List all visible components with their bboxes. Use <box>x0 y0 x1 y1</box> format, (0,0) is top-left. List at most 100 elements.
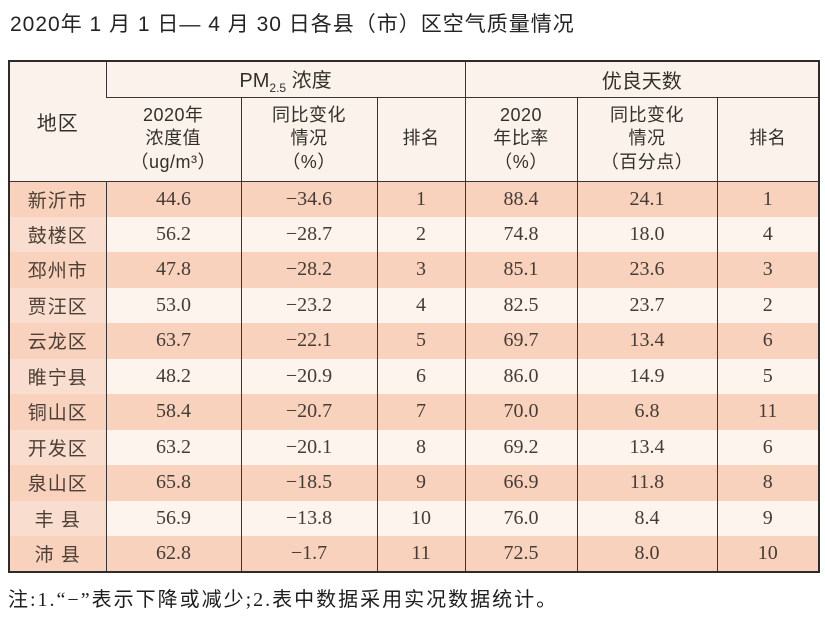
good-change-cell: 23.7 <box>576 287 718 323</box>
pm-value-cell: 58.4 <box>105 394 241 430</box>
table-row: 贾汪区 53.0 −23.2 4 82.5 23.7 2 <box>9 287 820 323</box>
header-pm-change: 同比变化 情况 （%） <box>240 97 377 182</box>
region-cell: 贾汪区 <box>9 287 106 323</box>
region-cell: 邳州市 <box>9 252 106 288</box>
pm-rank-cell: 5 <box>376 323 466 359</box>
good-change-cell: 13.4 <box>576 429 718 465</box>
pm-change-cell: −18.5 <box>240 465 377 501</box>
pm-change-cell: −20.7 <box>240 394 377 430</box>
pm-rank-cell: 11 <box>376 536 466 572</box>
table-row: 新沂市 44.6 −34.6 1 88.4 24.1 1 <box>9 181 820 217</box>
good-ratio-cell: 85.1 <box>464 252 578 288</box>
region-cell: 开发区 <box>9 429 106 465</box>
good-change-cell: 8.0 <box>576 536 718 572</box>
pm-value-cell: 53.0 <box>105 287 241 323</box>
pm-label-subscript: 2.5 <box>269 80 287 95</box>
good-change-cell: 14.9 <box>576 358 718 394</box>
good-rank-cell: 2 <box>716 287 820 323</box>
good-ratio-cell: 76.0 <box>464 500 578 536</box>
good-ratio-cell: 66.9 <box>464 465 578 501</box>
table-row: 丰 县 56.9 −13.8 10 76.0 8.4 9 <box>9 500 820 536</box>
good-change-cell: 11.8 <box>576 465 718 501</box>
pm-value-cell: 48.2 <box>105 358 241 394</box>
pm-rank-cell: 10 <box>376 500 466 536</box>
table-row: 云龙区 63.7 −22.1 5 69.7 13.4 6 <box>9 323 820 359</box>
pm-value-cell: 63.7 <box>105 323 241 359</box>
pm-change-cell: −1.7 <box>240 536 377 572</box>
table-row: 开发区 63.2 −20.1 8 69.2 13.4 6 <box>9 429 820 465</box>
header-good-change: 同比变化 情况 （百分点） <box>576 97 718 182</box>
region-cell: 睢宁县 <box>9 358 106 394</box>
good-rank-cell: 10 <box>716 536 820 572</box>
good-ratio-cell: 86.0 <box>464 358 578 394</box>
table-row: 邳州市 47.8 −28.2 3 85.1 23.6 3 <box>9 252 820 288</box>
pm-change-cell: −22.1 <box>240 323 377 359</box>
pm-rank-cell: 2 <box>376 216 466 252</box>
table-row: 沛 县 62.8 −1.7 11 72.5 8.0 10 <box>9 536 820 572</box>
pm-label-main: PM <box>239 69 270 92</box>
pm-rank-cell: 6 <box>376 358 466 394</box>
header-group-pm25: PM2.5 浓度 <box>105 61 466 98</box>
pm-rank-cell: 9 <box>376 465 466 501</box>
pm-change-cell: −28.2 <box>240 252 377 288</box>
footnote: 注:1.“−”表示下降或减少;2.表中数据采用实况数据统计。 <box>8 589 559 611</box>
region-cell: 铜山区 <box>9 394 106 430</box>
good-change-cell: 24.1 <box>576 181 718 217</box>
good-rank-cell: 5 <box>716 358 820 394</box>
pm-rank-cell: 4 <box>376 287 466 323</box>
region-cell: 泉山区 <box>9 465 106 501</box>
good-ratio-cell: 82.5 <box>464 287 578 323</box>
good-ratio-cell: 88.4 <box>464 181 578 217</box>
pm-value-cell: 47.8 <box>105 252 241 288</box>
region-cell: 新沂市 <box>9 181 106 217</box>
table-row: 鼓楼区 56.2 −28.7 2 74.8 18.0 4 <box>9 216 820 252</box>
pm-rank-cell: 7 <box>376 394 466 430</box>
header-good-rank: 排名 <box>716 97 820 182</box>
pm-change-cell: −20.9 <box>240 358 377 394</box>
good-change-cell: 8.4 <box>576 500 718 536</box>
good-rank-cell: 8 <box>716 465 820 501</box>
good-ratio-cell: 69.2 <box>464 429 578 465</box>
header-group-row: 地区 PM2.5 浓度 优良天数 <box>9 61 820 182</box>
header-pm-rank: 排名 <box>376 97 466 182</box>
region-cell: 鼓楼区 <box>9 216 106 252</box>
pm-value-cell: 65.8 <box>105 465 241 501</box>
good-rank-cell: 3 <box>716 252 820 288</box>
pm-value-cell: 56.2 <box>105 216 241 252</box>
table-row: 铜山区 58.4 −20.7 7 70.0 6.8 11 <box>9 394 820 430</box>
good-rank-cell: 4 <box>716 216 820 252</box>
pm-value-cell: 63.2 <box>105 429 241 465</box>
good-change-cell: 13.4 <box>576 323 718 359</box>
header-group-good-days: 优良天数 <box>464 61 820 98</box>
region-cell: 沛 县 <box>9 536 106 572</box>
pm-change-cell: −20.1 <box>240 429 377 465</box>
header-sub-row: 2020年 浓度值 （ug/m³） 同比变化 情况 （%） 排名 2020 年比… <box>9 97 820 182</box>
pm-change-cell: −34.6 <box>240 181 377 217</box>
good-rank-cell: 6 <box>716 323 820 359</box>
good-rank-cell: 6 <box>716 429 820 465</box>
good-rank-cell: 9 <box>716 500 820 536</box>
pm-change-cell: −23.2 <box>240 287 377 323</box>
pm-change-cell: −13.8 <box>240 500 377 536</box>
table-header: 地区 PM2.5 浓度 优良天数 2020年 浓度值 （ug/m³） 同比变化 … <box>9 61 820 182</box>
good-ratio-cell: 72.5 <box>464 536 578 572</box>
page-title: 2020年 1 月 1 日— 4 月 30 日各县（市）区空气质量情况 <box>10 13 575 36</box>
pm-rank-cell: 8 <box>376 429 466 465</box>
good-change-cell: 6.8 <box>576 394 718 430</box>
good-rank-cell: 1 <box>716 181 820 217</box>
good-change-cell: 23.6 <box>576 252 718 288</box>
region-cell: 云龙区 <box>9 323 106 359</box>
header-good-ratio: 2020 年比率 （%） <box>464 97 578 182</box>
air-quality-table: 地区 PM2.5 浓度 优良天数 2020年 浓度值 （ug/m³） 同比变化 … <box>8 60 821 573</box>
table-row: 泉山区 65.8 −18.5 9 66.9 11.8 8 <box>9 465 820 501</box>
pm-rank-cell: 1 <box>376 181 466 217</box>
good-change-cell: 18.0 <box>576 216 718 252</box>
header-pm-value: 2020年 浓度值 （ug/m³） <box>106 97 241 182</box>
pm-label-rest: 浓度 <box>286 69 332 92</box>
table-row: 睢宁县 48.2 −20.9 6 86.0 14.9 5 <box>9 358 820 394</box>
pm-change-cell: −28.7 <box>240 216 377 252</box>
good-rank-cell: 11 <box>716 394 820 430</box>
table-body: 新沂市 44.6 −34.6 1 88.4 24.1 1 鼓楼区 56.2 −2… <box>9 181 820 572</box>
good-ratio-cell: 70.0 <box>464 394 578 430</box>
